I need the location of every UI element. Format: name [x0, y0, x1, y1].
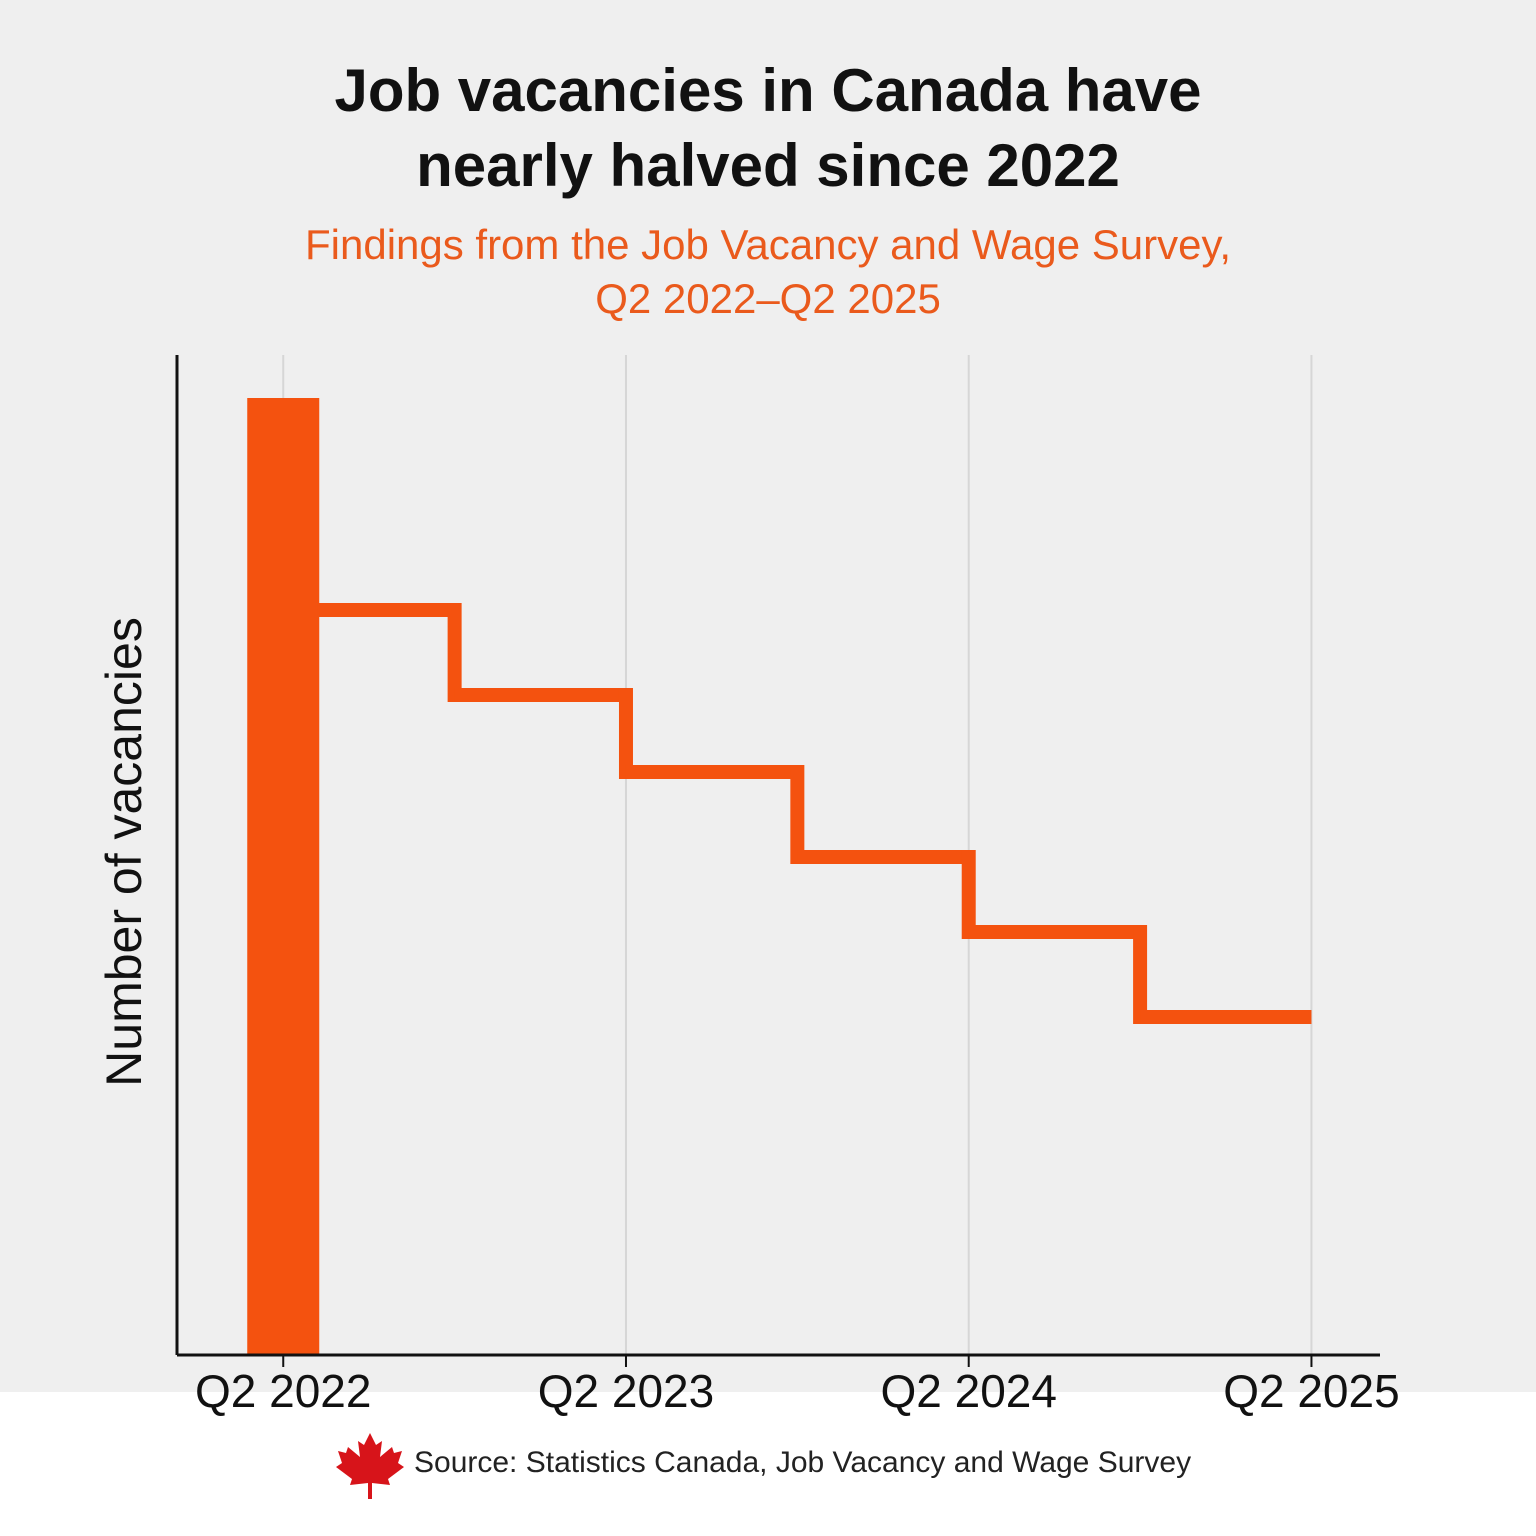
x-tick-label: Q2 2022 [195, 1365, 371, 1417]
chart-subtitle: Findings from the Job Vacancy and Wage S… [305, 221, 1231, 268]
bar [247, 398, 320, 1355]
y-axis-label: Number of vacancies [96, 617, 152, 1087]
chart-title: nearly halved since 2022 [416, 132, 1120, 199]
x-tick-label: Q2 2024 [880, 1365, 1056, 1417]
chart-subtitle: Q2 2022–Q2 2025 [595, 275, 941, 322]
background [0, 0, 1536, 1392]
x-tick-label: Q2 2025 [1223, 1365, 1399, 1417]
maple-leaf [336, 1433, 404, 1499]
x-tick-label: Q2 2023 [538, 1365, 714, 1417]
source-note: Source: Statistics Canada, Job Vacancy a… [414, 1446, 1191, 1479]
chart-title: Job vacancies in Canada have [334, 57, 1201, 124]
